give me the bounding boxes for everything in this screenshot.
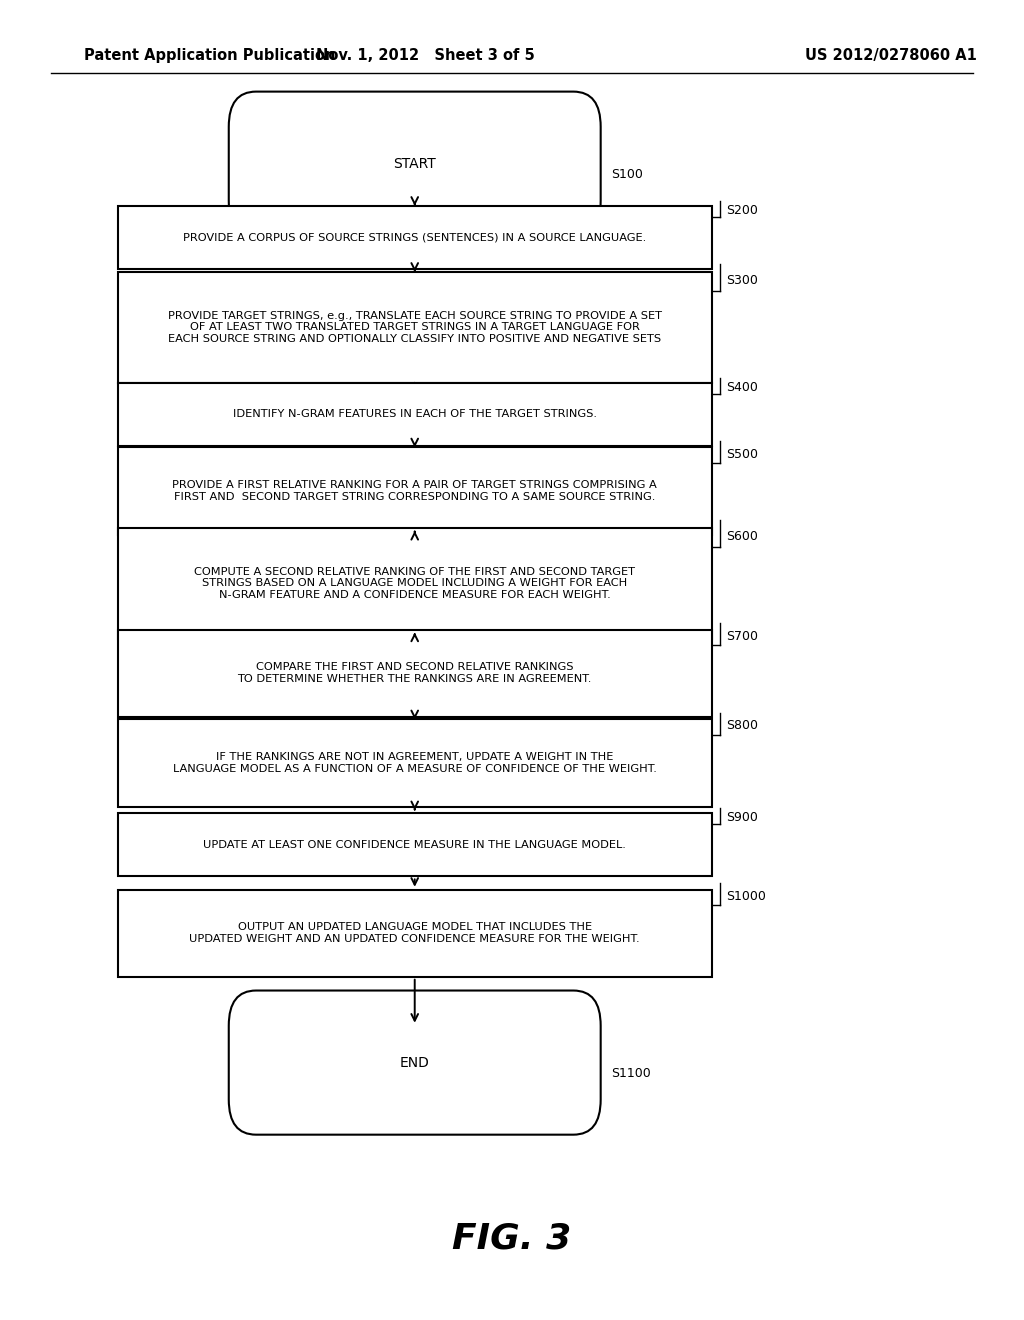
- Text: S500: S500: [726, 447, 758, 461]
- Text: S800: S800: [726, 719, 758, 733]
- FancyBboxPatch shape: [118, 528, 712, 639]
- Text: COMPUTE A SECOND RELATIVE RANKING OF THE FIRST AND SECOND TARGET
STRINGS BASED O: COMPUTE A SECOND RELATIVE RANKING OF THE…: [195, 566, 635, 601]
- FancyBboxPatch shape: [118, 813, 712, 876]
- FancyBboxPatch shape: [118, 719, 712, 807]
- FancyBboxPatch shape: [118, 630, 712, 717]
- Text: S700: S700: [726, 630, 758, 643]
- FancyBboxPatch shape: [118, 890, 712, 977]
- Text: S100: S100: [611, 168, 643, 181]
- Text: Nov. 1, 2012   Sheet 3 of 5: Nov. 1, 2012 Sheet 3 of 5: [315, 48, 535, 63]
- Text: FIG. 3: FIG. 3: [453, 1221, 571, 1255]
- Text: OUTPUT AN UPDATED LANGUAGE MODEL THAT INCLUDES THE
UPDATED WEIGHT AND AN UPDATED: OUTPUT AN UPDATED LANGUAGE MODEL THAT IN…: [189, 923, 640, 944]
- FancyBboxPatch shape: [118, 272, 712, 383]
- Text: S300: S300: [726, 273, 758, 286]
- Text: PROVIDE A FIRST RELATIVE RANKING FOR A PAIR OF TARGET STRINGS COMPRISING A
FIRST: PROVIDE A FIRST RELATIVE RANKING FOR A P…: [172, 480, 657, 502]
- FancyBboxPatch shape: [118, 206, 712, 269]
- Text: COMPARE THE FIRST AND SECOND RELATIVE RANKINGS
TO DETERMINE WHETHER THE RANKINGS: COMPARE THE FIRST AND SECOND RELATIVE RA…: [238, 663, 592, 684]
- Text: S600: S600: [726, 529, 758, 543]
- Text: IF THE RANKINGS ARE NOT IN AGREEMENT, UPDATE A WEIGHT IN THE
LANGUAGE MODEL AS A: IF THE RANKINGS ARE NOT IN AGREEMENT, UP…: [173, 752, 656, 774]
- Text: Patent Application Publication: Patent Application Publication: [84, 48, 336, 63]
- Text: S1000: S1000: [726, 890, 766, 903]
- Text: START: START: [393, 157, 436, 170]
- Text: S900: S900: [726, 812, 758, 825]
- Text: IDENTIFY N-GRAM FEATURES IN EACH OF THE TARGET STRINGS.: IDENTIFY N-GRAM FEATURES IN EACH OF THE …: [232, 409, 597, 420]
- Text: S200: S200: [726, 205, 758, 218]
- Text: S1100: S1100: [611, 1067, 650, 1080]
- Text: UPDATE AT LEAST ONE CONFIDENCE MEASURE IN THE LANGUAGE MODEL.: UPDATE AT LEAST ONE CONFIDENCE MEASURE I…: [204, 840, 626, 850]
- FancyBboxPatch shape: [118, 447, 712, 535]
- Text: PROVIDE A CORPUS OF SOURCE STRINGS (SENTENCES) IN A SOURCE LANGUAGE.: PROVIDE A CORPUS OF SOURCE STRINGS (SENT…: [183, 232, 646, 243]
- Text: US 2012/0278060 A1: US 2012/0278060 A1: [805, 48, 977, 63]
- Text: S400: S400: [726, 381, 758, 395]
- FancyBboxPatch shape: [228, 91, 601, 236]
- Text: PROVIDE TARGET STRINGS, e.g., TRANSLATE EACH SOURCE STRING TO PROVIDE A SET
OF A: PROVIDE TARGET STRINGS, e.g., TRANSLATE …: [168, 310, 662, 345]
- FancyBboxPatch shape: [118, 383, 712, 446]
- Text: END: END: [399, 1056, 430, 1069]
- FancyBboxPatch shape: [228, 990, 601, 1135]
